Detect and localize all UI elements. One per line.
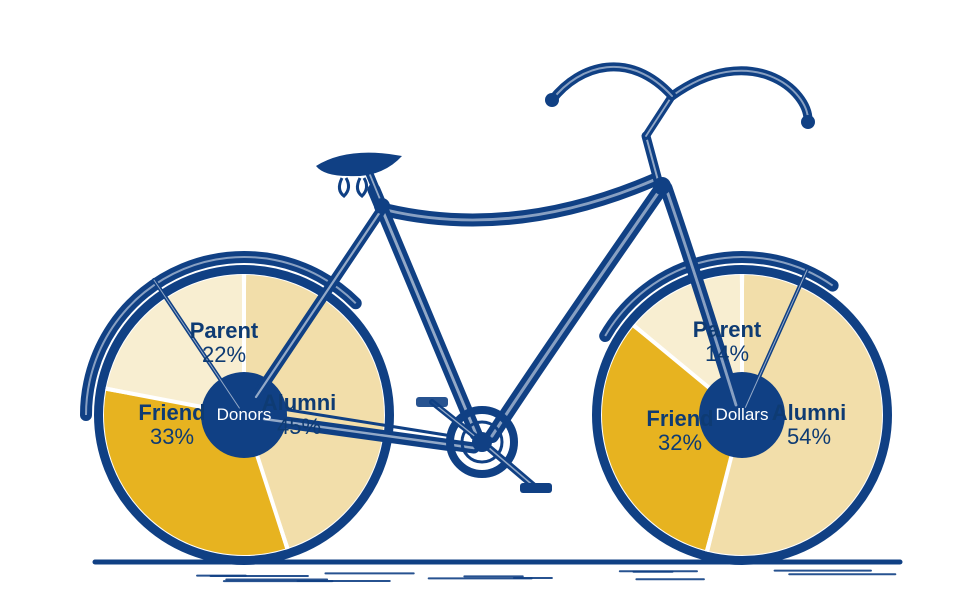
stem-upper-highlight bbox=[646, 96, 672, 136]
saddle-spring bbox=[339, 178, 348, 196]
grip-left bbox=[545, 93, 559, 107]
crank-arm-front-highlight bbox=[482, 442, 536, 488]
lug bbox=[472, 432, 492, 452]
grip-right bbox=[801, 115, 815, 129]
saddle-spring bbox=[357, 178, 366, 196]
pedal-front bbox=[520, 483, 552, 493]
pedal-back bbox=[416, 397, 448, 407]
lug bbox=[653, 177, 671, 195]
infographic-svg bbox=[0, 0, 960, 593]
top-tube bbox=[386, 180, 654, 220]
lug bbox=[236, 407, 252, 423]
lug bbox=[734, 407, 750, 423]
lug bbox=[374, 198, 390, 214]
handlebar-right bbox=[672, 71, 808, 122]
saddle bbox=[316, 153, 402, 177]
